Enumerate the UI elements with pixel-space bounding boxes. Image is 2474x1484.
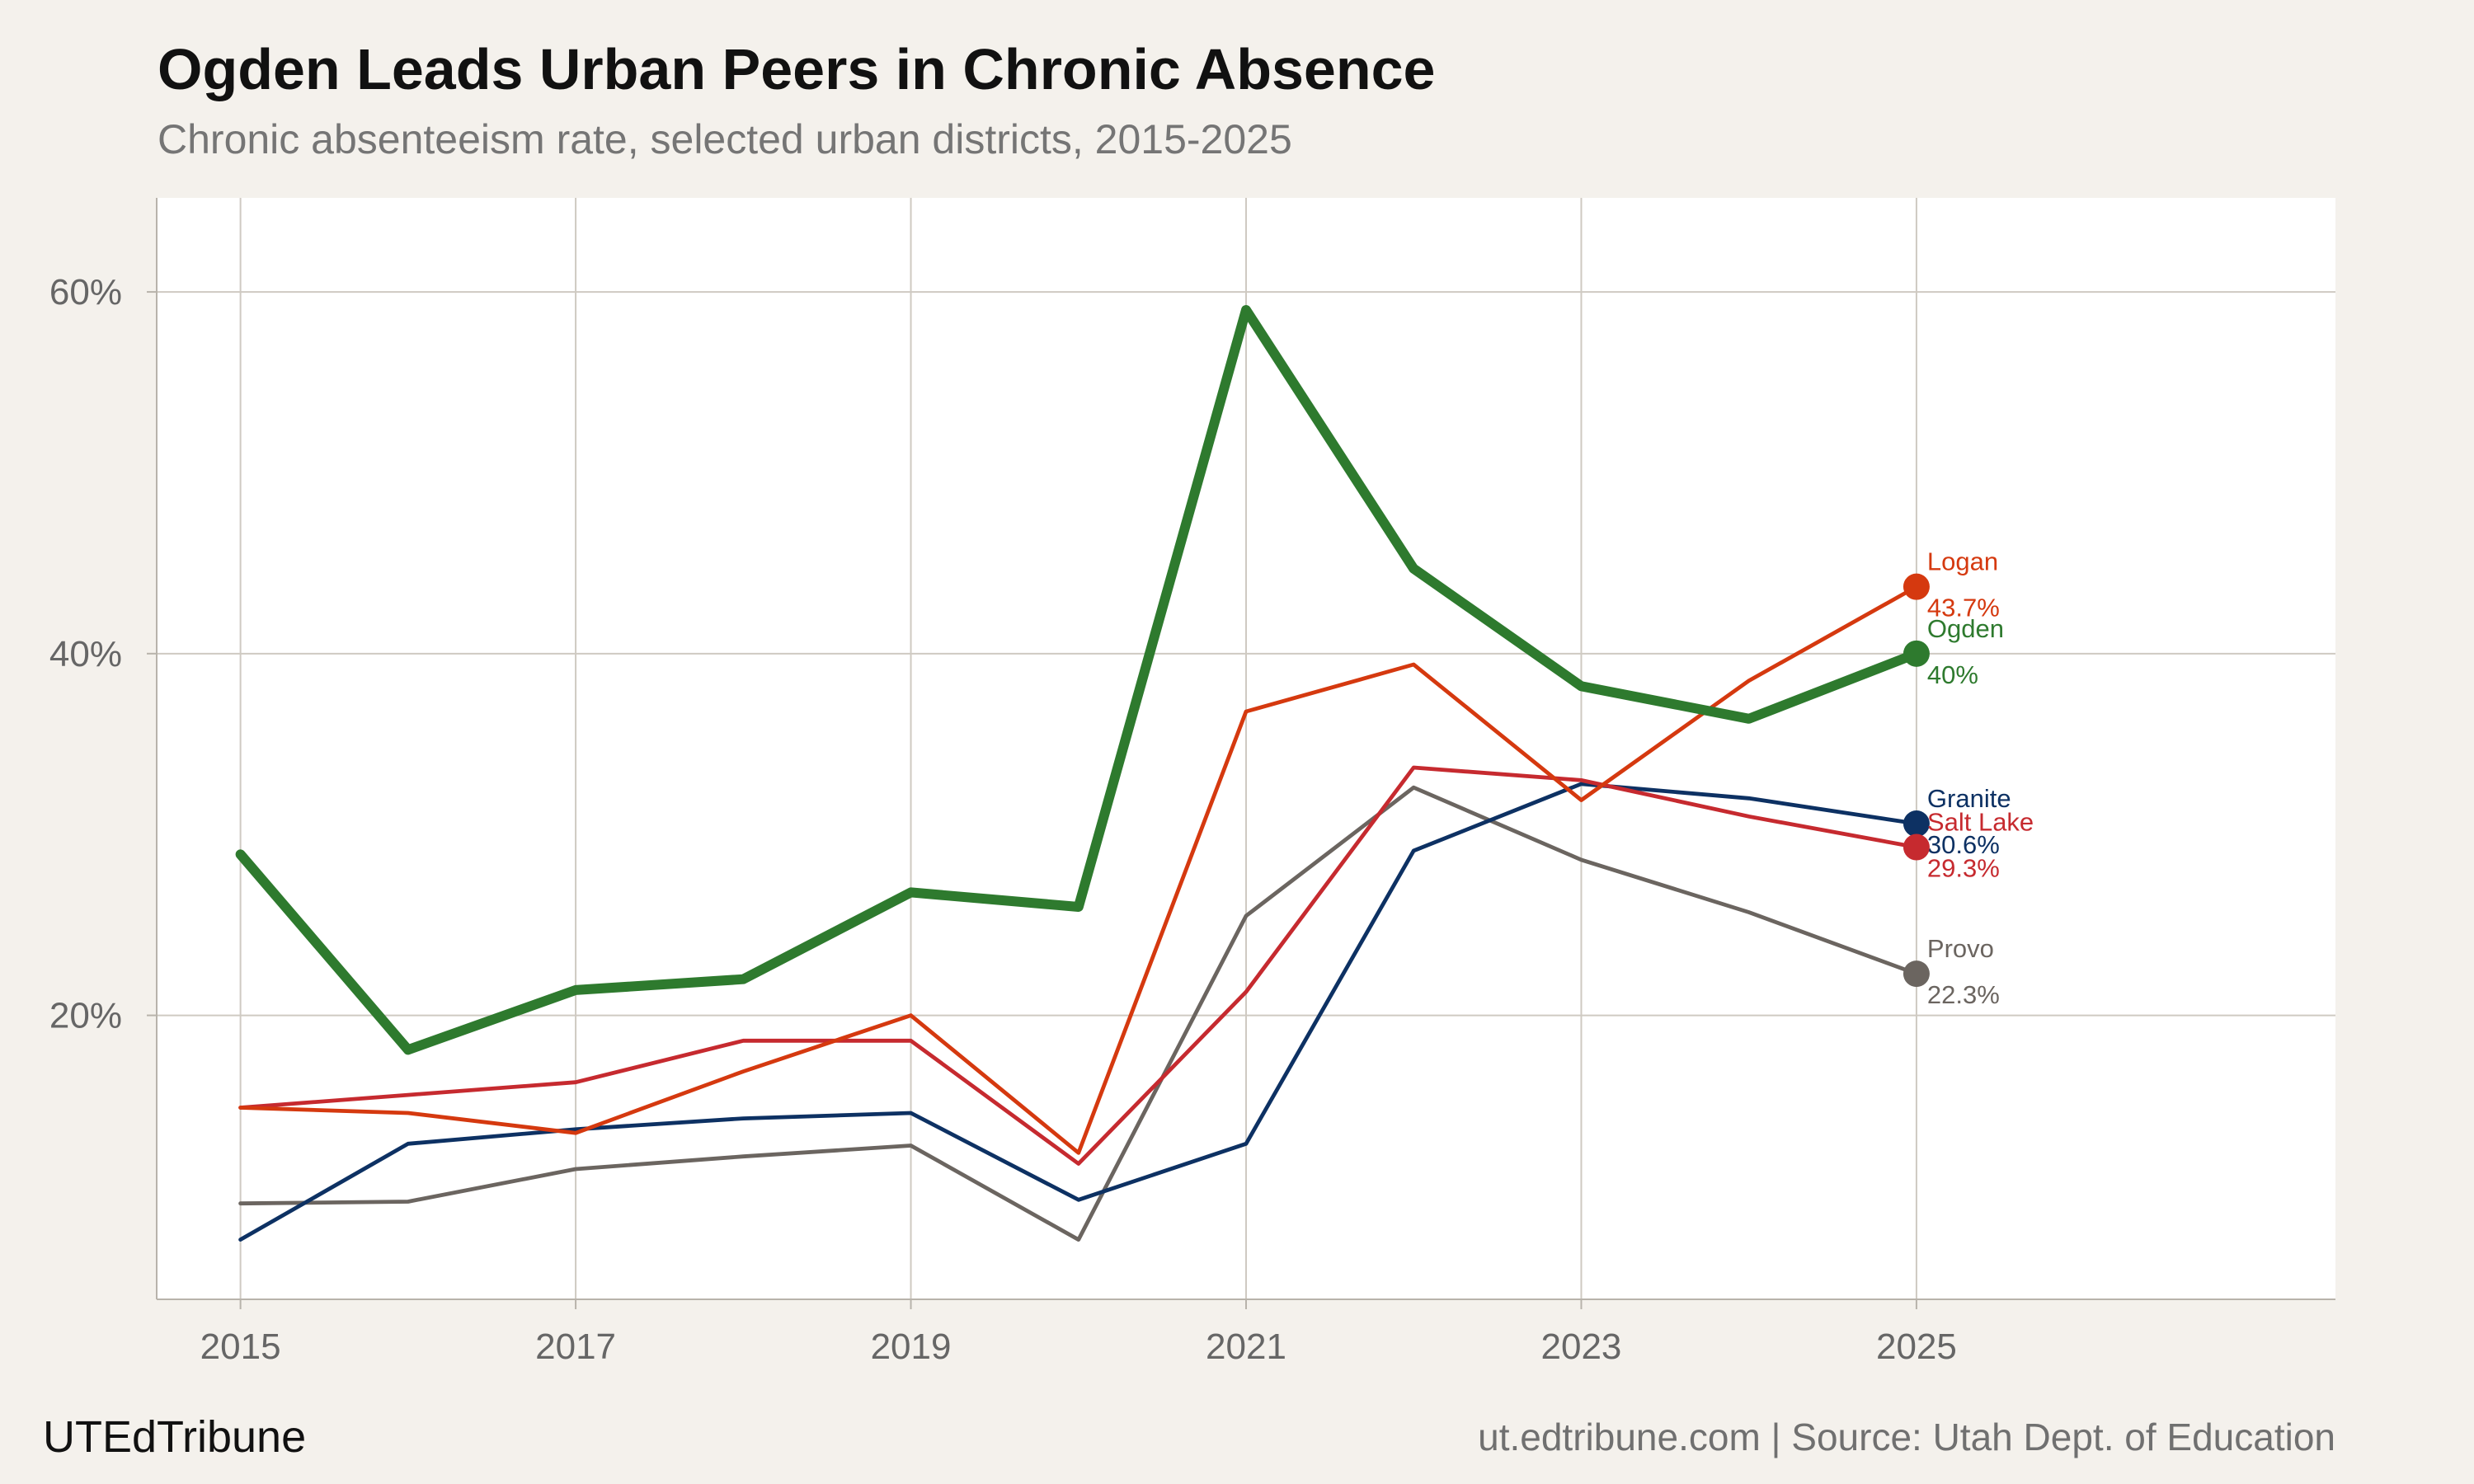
x-tick-label: 2021 [1206, 1327, 1286, 1367]
x-tick-label: 2023 [1541, 1327, 1622, 1367]
x-tick-label: 2025 [1876, 1327, 1957, 1367]
value-label-granite: 30.6% [1927, 830, 2000, 859]
end-point-logan [1903, 573, 1930, 600]
y-tick-label: 60% [49, 272, 122, 312]
series-label-ogden: Ogden [1927, 614, 2004, 643]
series-line-ogden [235, 305, 1921, 1055]
gridlines [157, 198, 2335, 1299]
value-label-logan: 43.7% [1927, 594, 2000, 622]
value-label-provo: 22.3% [1927, 980, 2000, 1009]
end-point-granite [1903, 810, 1930, 838]
series-line-logan [238, 585, 1919, 1155]
end-point-ogden [1903, 640, 1930, 667]
series-label-salt-lake: Salt Lake [1927, 808, 2034, 837]
value-label-salt-lake: 29.3% [1927, 854, 2000, 883]
end-point-salt-lake [1903, 834, 1930, 861]
series-lines [235, 305, 1921, 1242]
x-tick-label: 2017 [535, 1327, 616, 1367]
y-tick-label: 40% [49, 634, 122, 674]
series-label-logan: Logan [1927, 547, 1998, 576]
x-tick-label: 2015 [200, 1327, 281, 1367]
brand-logo-text: UTEdTribune [43, 1412, 307, 1462]
value-label-ogden: 40% [1927, 660, 1978, 689]
end-point-provo [1903, 960, 1930, 988]
axes: 2015 2017 2019 2021 2023 2025 20% 40% 60% [49, 198, 2335, 1367]
series-label-provo: Provo [1927, 934, 1994, 963]
series-line-salt-lake [238, 765, 1919, 1166]
series-line-provo [238, 785, 1919, 1242]
y-tick-label: 20% [49, 996, 122, 1036]
end-labels: Provo 22.3% Granite 30.6%Salt Lake 29.3% Loga… [1903, 547, 2034, 1009]
chart-subtitle: Chronic absenteeism rate, selected urban… [158, 116, 1292, 162]
series-line-granite [238, 782, 1919, 1242]
series-label-granite: Granite [1927, 784, 2011, 813]
source-credit: ut.edtribune.com | Source: Utah Dept. of… [1478, 1416, 2335, 1458]
x-tick-label: 2019 [871, 1327, 952, 1367]
chart-title: Ogden Leads Urban Peers in Chronic Absen… [158, 37, 1436, 101]
